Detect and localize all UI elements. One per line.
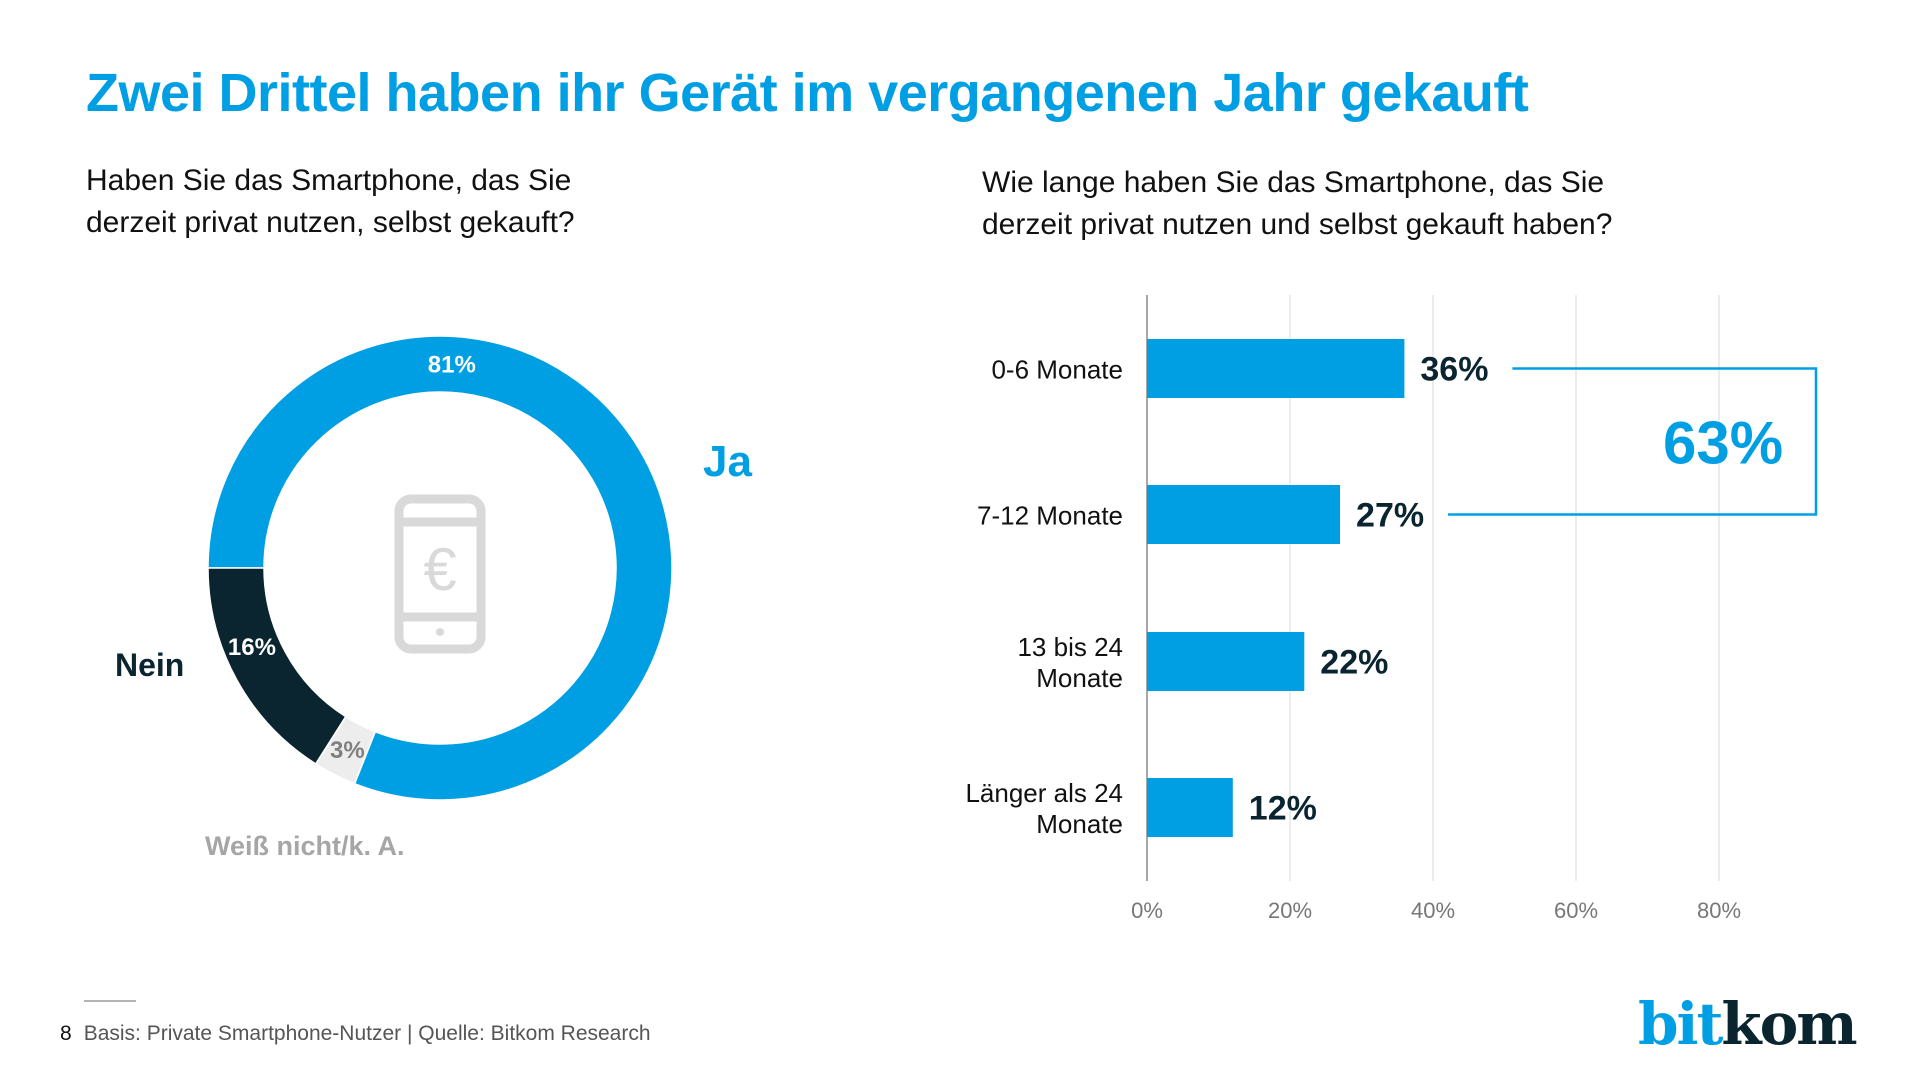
left-question: Haben Sie das Smartphone, das Sie derzei… xyxy=(86,160,575,244)
donut-slices xyxy=(207,335,673,801)
bar-category-label: Länger als 24 xyxy=(965,778,1123,808)
x-tick-label: 20% xyxy=(1268,898,1312,923)
x-tick-label: 0% xyxy=(1131,898,1163,923)
x-tick-label: 80% xyxy=(1697,898,1741,923)
legend-ja: Ja xyxy=(703,437,752,486)
bracket-line xyxy=(1448,367,1818,516)
bar-value-label: 22% xyxy=(1320,644,1388,682)
bar-value-label: 12% xyxy=(1249,790,1317,828)
bar xyxy=(1147,339,1405,398)
logo-part-bit: bit xyxy=(1638,990,1723,1058)
bitkom-logo: bitkom xyxy=(1638,990,1858,1058)
donut-slice-ja xyxy=(207,335,673,801)
phone-home-button xyxy=(436,628,444,636)
bar-category-label: 7-12 Monate xyxy=(977,501,1123,531)
bar-category-label: Monate xyxy=(1036,663,1123,693)
bar-category-label: 13 bis 24 xyxy=(1017,632,1123,662)
legend-weiss-nicht: Weiß nicht/k. A. xyxy=(205,831,405,861)
bracket-total-label: 63% xyxy=(1663,410,1783,477)
right-question-line1: Wie lange haben Sie das Smartphone, das … xyxy=(982,166,1605,199)
donut-value-label: 16% xyxy=(228,634,276,661)
donut-slice-nein xyxy=(207,567,347,765)
bar-category-label: Monate xyxy=(1036,809,1123,839)
bar-value-label: 36% xyxy=(1420,351,1488,389)
bar-tick-labels: 0% 20% 40% 60% 80% xyxy=(1131,898,1741,923)
bar-value-labels: 36% 27% 22% 12% xyxy=(1249,351,1489,828)
right-question: Wie lange haben Sie das Smartphone, das … xyxy=(982,162,1612,246)
footer-source: Basis: Private Smartphone-Nutzer | Quell… xyxy=(83,1022,651,1045)
bar-category-label: 0-6 Monate xyxy=(991,355,1123,385)
donut-value-label: 81% xyxy=(428,351,476,378)
logo-part-kom: kom xyxy=(1721,990,1857,1058)
page-title: Zwei Drittel haben ihr Gerät im vergange… xyxy=(86,63,1529,123)
left-question-line1: Haben Sie das Smartphone, das Sie xyxy=(86,164,572,197)
smartphone-euro-icon: € xyxy=(394,494,486,654)
donut-labels: 81% 3% 16% xyxy=(228,351,476,763)
footer: 8 Basis: Private Smartphone-Nutzer | Quel… xyxy=(60,1022,651,1046)
donut-chart: 81% 3% 16% € Ja Nein Weiß nicht/k. A. xyxy=(115,335,752,861)
donut-value-label: 3% xyxy=(330,737,365,764)
x-tick-label: 40% xyxy=(1411,898,1455,923)
x-tick-label: 60% xyxy=(1554,898,1598,923)
footer-rule xyxy=(84,1000,136,1002)
legend-nein: Nein xyxy=(115,647,184,683)
euro-icon: € xyxy=(423,536,456,603)
bar-value-label: 27% xyxy=(1356,497,1424,535)
bracket-annotation: 63% xyxy=(1448,367,1818,516)
bar xyxy=(1147,485,1341,544)
left-question-line2: derzeit privat nutzen, selbst gekauft? xyxy=(86,206,575,239)
bar xyxy=(1147,778,1233,837)
right-question-line2: derzeit privat nutzen und selbst gekauft… xyxy=(982,208,1613,241)
bar xyxy=(1147,632,1305,691)
page-number: 8 xyxy=(60,1022,72,1045)
bar-bars xyxy=(1147,339,1405,837)
phone-outline xyxy=(394,494,486,654)
